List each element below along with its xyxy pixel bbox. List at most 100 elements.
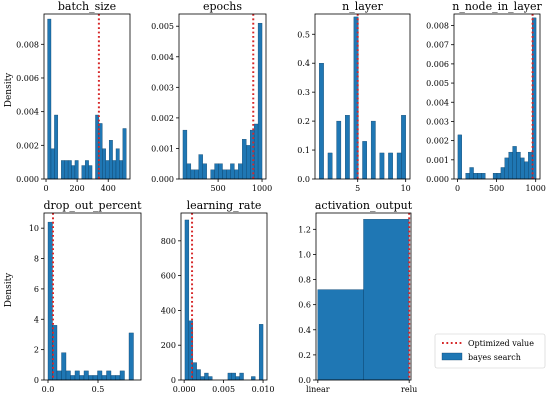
- ytick-label-n_layer-0: 0.0: [297, 175, 310, 184]
- bar-epochs-19: [257, 22, 263, 180]
- bar-epochs-3: [194, 169, 199, 180]
- bar-drop_out_percent-8: [83, 370, 89, 381]
- bar-epochs-2: [190, 169, 195, 180]
- bar-epochs-14: [238, 163, 243, 180]
- xtick-label-n_layer-1: 10: [401, 184, 411, 193]
- bar-drop_out_percent-7: [79, 375, 85, 381]
- xtick-label-learning_rate-0: 0.000: [173, 385, 196, 394]
- xtick-label-drop_out_percent-0: 0.0: [42, 385, 55, 394]
- ytick-label-drop_out_percent-4: 8: [34, 255, 39, 264]
- ytick-label-activation_output-1: 0.2: [298, 351, 311, 360]
- xtick-label-batch_size-0: 0: [43, 184, 48, 193]
- ytick-label-activation_output-6: 1.2: [298, 225, 311, 234]
- bar-batch_size-8: [74, 160, 79, 180]
- bar-epochs-16: [246, 145, 251, 180]
- ytick-label-learning_rate-4: 800: [161, 237, 176, 246]
- ytick-label-n_node_in_layer-1: 0.001: [426, 156, 449, 165]
- bar-learning_rate-4: [200, 376, 205, 381]
- bar-n_layer-14: [379, 152, 385, 180]
- ytick-label-learning_rate-1: 200: [161, 341, 176, 350]
- bar-drop_out_percent-0: [47, 221, 53, 381]
- bar-drop_out_percent-5: [70, 375, 76, 381]
- bar-n_layer-12: [370, 120, 376, 180]
- bar-epochs-9: [218, 163, 223, 180]
- ytick-label-n_node_in_layer-4: 0.004: [426, 98, 449, 107]
- ytick-label-n_node_in_layer-0: 0.000: [426, 175, 449, 184]
- bar-batch_size-17: [105, 160, 110, 180]
- bar-n_node_in_layer-5: [477, 173, 482, 180]
- bar-learning_rate-6: [208, 376, 213, 381]
- axes-frame-n_node_in_layer: [453, 13, 541, 180]
- panel-drop_out_percent: drop_out_percent 0.0 0.5 0 2 4 6 8 10: [29, 199, 142, 394]
- ytick-label-epochs-3: 0.003: [151, 83, 174, 92]
- panel-batch_size: batch_size 0 200 400 0.000 0.002 0.004 0.006 0.0…: [16, 0, 131, 193]
- bar-epochs-13: [234, 169, 239, 180]
- panel-title-drop_out_percent: drop_out_percent: [43, 199, 142, 212]
- xtick-label-n_node_in_layer-2: 1000: [526, 184, 546, 193]
- bar-n_node_in_layer-11: [500, 167, 505, 180]
- bar-learning_rate-13: [235, 376, 240, 381]
- ytick-label-learning_rate-2: 400: [161, 306, 176, 315]
- bar-epochs-8: [214, 163, 219, 180]
- bar-batch_size-11: [85, 160, 89, 180]
- bar-n_layer-4: [336, 120, 342, 180]
- bar-batch_size-22: [122, 128, 127, 180]
- bar-drop_out_percent-18: [128, 332, 134, 381]
- bar-n_node_in_layer-0: [457, 134, 462, 180]
- ytick-label-n_node_in_layer-8: 0.008: [426, 22, 449, 31]
- bar-n_node_in_layer-16: [520, 157, 525, 180]
- xtick-label-n_node_in_layer-0: 0: [455, 184, 460, 193]
- panel-n_node_in_layer: n_node_in_layer 0 500 1000 0.000 0.001 0.002 0.…: [426, 0, 546, 193]
- xtick-label-activation_output-0: linear: [306, 385, 330, 394]
- legend-bars-label: bayes search: [468, 353, 521, 362]
- legend: Optimized value bayes search: [434, 333, 546, 369]
- bar-drop_out_percent-4: [65, 370, 71, 381]
- xtick-label-drop_out_percent-1: 0.5: [92, 385, 105, 394]
- bar-epochs-15: [242, 139, 247, 180]
- ytick-label-drop_out_percent-3: 6: [34, 285, 39, 294]
- bar-drop_out_percent-3: [61, 352, 67, 381]
- bar-epochs-7: [210, 169, 215, 180]
- ytick-label-activation_output-0: 0.0: [298, 376, 311, 385]
- bar-activation_output-0: [317, 289, 364, 381]
- bar-epochs-12: [230, 163, 235, 180]
- panel-title-activation_output: activation_output: [315, 199, 413, 212]
- axes-frame-batch_size: [43, 13, 131, 180]
- bar-n_node_in_layer-17: [524, 161, 529, 180]
- panel-epochs: epochs 500 1000 0.000 0.001 0.002 0.003 0.004 0.…: [151, 0, 272, 193]
- bar-batch_size-21: [119, 160, 124, 180]
- axes-frame-drop_out_percent: [43, 212, 142, 381]
- xtick-label-batch_size-1: 200: [69, 184, 84, 193]
- bar-batch_size-1: [50, 148, 55, 180]
- ytick-label-epochs-5: 0.005: [151, 22, 174, 31]
- bar-epochs-0: [182, 129, 188, 180]
- bar-learning_rate-3: [196, 369, 201, 381]
- bar-epochs-10: [222, 169, 227, 180]
- ytick-label-drop_out_percent-5: 10: [29, 224, 39, 233]
- bar-activation_output-1: [363, 219, 410, 381]
- bar-n_node_in_layer-12: [504, 157, 509, 180]
- ytick-label-n_node_in_layer-6: 0.006: [426, 60, 449, 69]
- bar-batch_size-19: [112, 160, 117, 180]
- bar-n_node_in_layer-14: [512, 146, 517, 180]
- xtick-label-epochs-0: 500: [210, 184, 225, 193]
- ytick-label-drop_out_percent-1: 2: [34, 346, 39, 355]
- axes-frame-n_layer: [314, 13, 411, 180]
- legend-frame: [434, 333, 546, 369]
- panel-n_layer: n_layer 5 10 0.0 0.1 0.2 0.3 0.4 0.5: [297, 0, 411, 193]
- ytick-label-n_layer-4: 0.4: [297, 59, 310, 68]
- bar-epochs-4: [198, 154, 203, 180]
- y-axis-label-bottom: Density: [4, 272, 14, 307]
- bar-learning_rate-17: [251, 376, 256, 381]
- bar-batch_size-5: [64, 160, 69, 180]
- ytick-label-epochs-4: 0.004: [151, 53, 174, 62]
- bar-n_layer-19: [401, 115, 406, 180]
- bar-batch_size-6: [67, 160, 72, 180]
- bar-epochs-18: [253, 123, 259, 180]
- bar-n_node_in_layer-9: [492, 173, 498, 180]
- xtick-label-epochs-1: 1000: [252, 184, 272, 193]
- bar-n_layer-18: [396, 152, 402, 180]
- bar-learning_rate-14: [239, 372, 244, 381]
- bar-learning_rate-0: [184, 219, 190, 381]
